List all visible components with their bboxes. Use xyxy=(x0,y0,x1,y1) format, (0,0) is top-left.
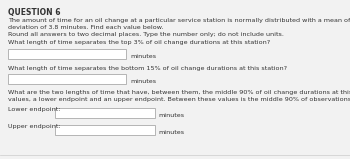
FancyBboxPatch shape xyxy=(8,49,126,59)
Text: QUESTION 6: QUESTION 6 xyxy=(8,8,61,17)
Text: Lower endpoint:: Lower endpoint: xyxy=(8,107,60,112)
FancyBboxPatch shape xyxy=(8,74,126,84)
Text: minutes: minutes xyxy=(158,113,184,118)
Text: minutes: minutes xyxy=(130,54,156,59)
FancyBboxPatch shape xyxy=(55,125,155,135)
Text: What length of time separates the bottom 15% of oil change durations at this sta: What length of time separates the bottom… xyxy=(8,66,287,71)
Text: What length of time separates the top 3% of oil change durations at this station: What length of time separates the top 3%… xyxy=(8,40,270,45)
Text: minutes: minutes xyxy=(130,79,156,84)
Text: Round all answers to two decimal places. Type the number only; do not include un: Round all answers to two decimal places.… xyxy=(8,32,284,37)
Text: The amount of time for an oil change at a particular service station is normally: The amount of time for an oil change at … xyxy=(8,18,350,23)
FancyBboxPatch shape xyxy=(55,108,155,118)
Text: values, a lower endpoint and an upper endpoint. Between these values is the midd: values, a lower endpoint and an upper en… xyxy=(8,97,350,102)
Text: minutes: minutes xyxy=(158,130,184,135)
Text: deviation of 3.8 minutes. Find each value below.: deviation of 3.8 minutes. Find each valu… xyxy=(8,25,163,30)
Text: What are the two lengths of time that have, between them, the middle 90% of oil : What are the two lengths of time that ha… xyxy=(8,90,350,95)
Text: Upper endpoint:: Upper endpoint: xyxy=(8,124,61,129)
